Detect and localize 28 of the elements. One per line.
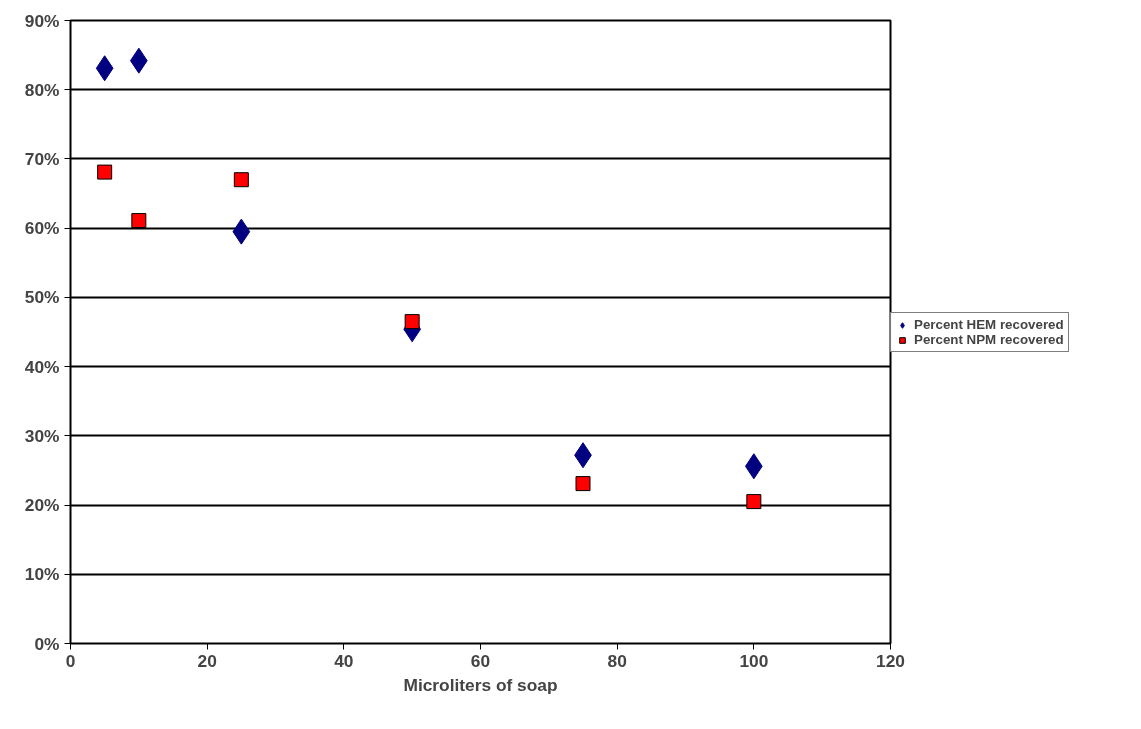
point [131, 213, 147, 229]
point [404, 314, 420, 330]
x-tick-label: 20 [197, 650, 217, 671]
y-tick-label: 10% [24, 564, 60, 585]
y-tick-label: 20% [24, 495, 60, 516]
point [746, 494, 762, 510]
legend-label: Percent HEM recovered [914, 317, 1064, 332]
x-tick-label: 0 [65, 650, 76, 671]
x-tick-label: 120 [876, 650, 905, 671]
y-tick-label: 40% [24, 356, 60, 377]
point [232, 218, 251, 245]
point [575, 476, 591, 492]
x-tick-label: 80 [607, 650, 627, 671]
x-tick-label: 40 [334, 650, 354, 671]
legend-label: Percent NPM recovered [914, 332, 1064, 347]
point [95, 55, 114, 82]
x-tick-label: 60 [470, 650, 491, 671]
y-tick-label: 90% [24, 10, 60, 31]
y-tick-label: 80% [24, 79, 60, 100]
y-tick-label: 0% [34, 633, 60, 654]
point [97, 164, 113, 180]
point [233, 172, 249, 188]
x-tick-label: 100 [739, 650, 769, 671]
y-tick-label: 30% [24, 425, 60, 446]
y-tick-label: 60% [24, 218, 60, 239]
x-axis-title: Microliters of soap [403, 674, 558, 695]
y-tick-label: 70% [24, 148, 60, 169]
y-tick-label: 50% [24, 287, 60, 308]
